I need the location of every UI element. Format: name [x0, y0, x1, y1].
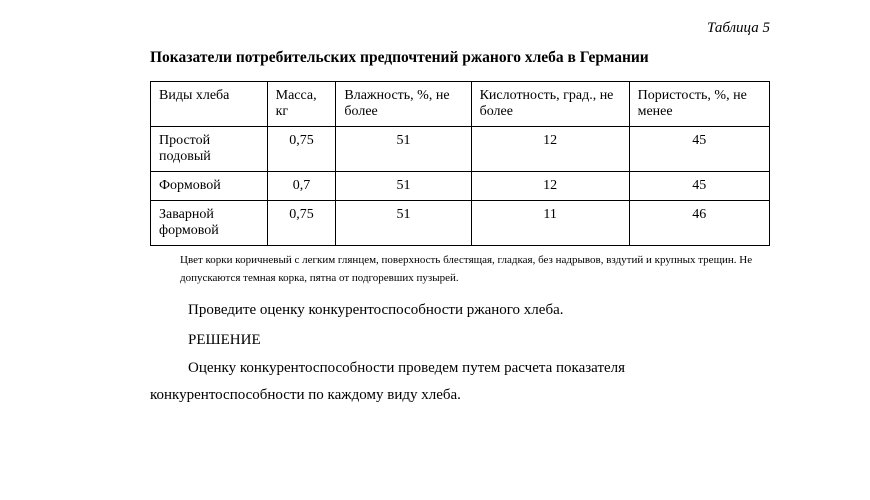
table-footnote: Цвет корки коричневый с легким глянцем, … [150, 252, 770, 287]
table-header-row: Виды хлеба Масса, кг Влажность, %, не бо… [151, 82, 770, 127]
cell-moisture: 51 [336, 172, 471, 201]
cell-mass: 0,7 [267, 172, 336, 201]
data-table: Виды хлеба Масса, кг Влажность, %, не бо… [150, 81, 770, 246]
table-row: Заварной формовой 0,75 51 11 46 [151, 201, 770, 246]
cell-moisture: 51 [336, 127, 471, 172]
col-header-mass: Масса, кг [267, 82, 336, 127]
table-row: Простой подовый 0,75 51 12 45 [151, 127, 770, 172]
cell-porosity: 46 [629, 201, 769, 246]
cell-acidity: 12 [471, 172, 629, 201]
col-header-moisture: Влажность, %, не более [336, 82, 471, 127]
page-title: Показатели потребительских предпочтений … [150, 49, 770, 67]
cell-type: Простой подовый [151, 127, 268, 172]
table-label: Таблица 5 [150, 20, 770, 37]
cell-acidity: 12 [471, 127, 629, 172]
cell-mass: 0,75 [267, 201, 336, 246]
cell-moisture: 51 [336, 201, 471, 246]
cell-type: Заварной формовой [151, 201, 268, 246]
cell-acidity: 11 [471, 201, 629, 246]
cell-porosity: 45 [629, 127, 769, 172]
table-row: Формовой 0,7 51 12 45 [151, 172, 770, 201]
col-header-acidity: Кислотность, град., не более [471, 82, 629, 127]
col-header-type: Виды хлеба [151, 82, 268, 127]
cell-porosity: 45 [629, 172, 769, 201]
col-header-porosity: Пористость, %, не менее [629, 82, 769, 127]
solution-text: Оценку конкурентоспособности проведем пу… [150, 355, 770, 409]
solution-heading: РЕШЕНИЕ [150, 332, 770, 349]
cell-type: Формовой [151, 172, 268, 201]
cell-mass: 0,75 [267, 127, 336, 172]
task-text: Проведите оценку конкурентоспособности р… [150, 297, 770, 324]
